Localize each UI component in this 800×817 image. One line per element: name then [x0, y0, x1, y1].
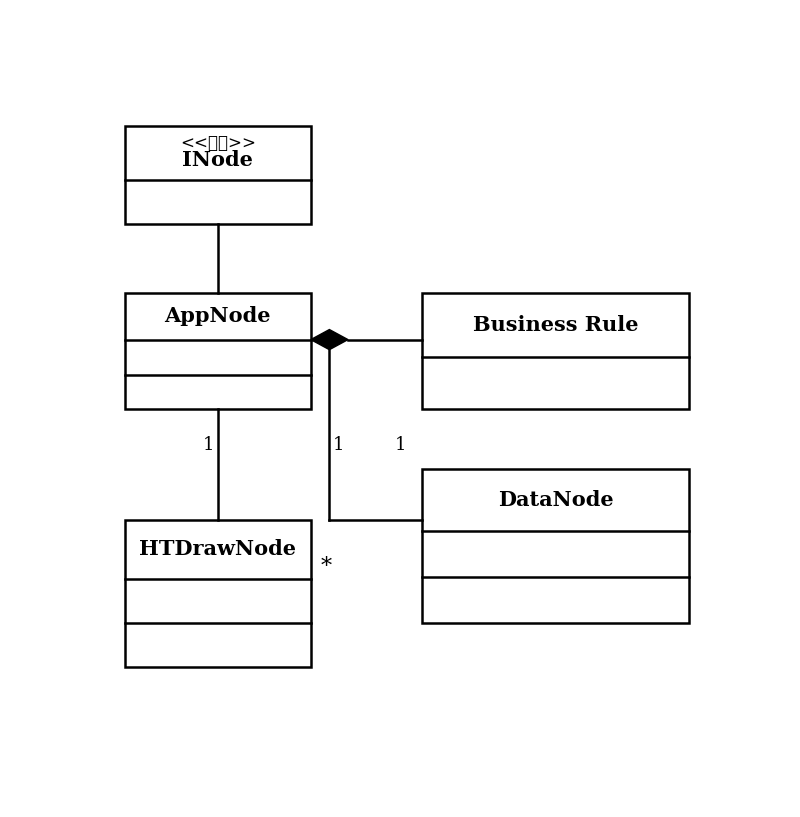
Text: Business Rule: Business Rule [473, 315, 638, 335]
Bar [125, 293, 310, 409]
Text: *: * [321, 556, 332, 578]
Text: AppNode: AppNode [165, 306, 271, 326]
Text: INode: INode [182, 150, 254, 170]
Bar [125, 520, 310, 667]
Text: DataNode: DataNode [498, 490, 614, 510]
Text: HTDrawNode: HTDrawNode [139, 539, 296, 559]
Text: 1: 1 [333, 436, 345, 454]
Text: 1: 1 [395, 436, 406, 454]
Text: 1: 1 [202, 436, 214, 454]
Polygon shape [310, 329, 348, 350]
Bar [422, 293, 689, 409]
Bar [422, 469, 689, 623]
Bar [125, 127, 310, 224]
Text: <<接口>>: <<接口>> [180, 135, 256, 152]
